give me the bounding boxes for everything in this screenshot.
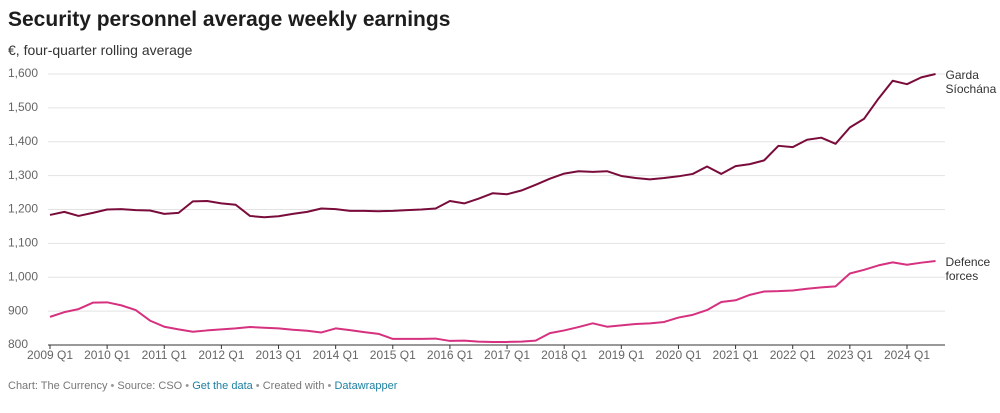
x-tick-label: 2023 Q1 <box>827 348 873 362</box>
get-data-link[interactable]: Get the data <box>182 380 253 392</box>
chart: 800 900 1,000 1,100 1,200 1,300 1,400 1,500 1,60… <box>8 66 945 362</box>
line-series <box>49 259 936 343</box>
x-tick-label: 2011 Q1 <box>142 348 187 362</box>
y-tick-label: 1,600 <box>8 66 38 80</box>
y-tick-label: 1,300 <box>8 168 38 182</box>
y-tick-label: 900 <box>8 303 28 317</box>
x-tick-label: 2024 Q1 <box>884 348 930 362</box>
y-tick-label: 1,200 <box>8 202 38 216</box>
x-tick-label: 2021 Q1 <box>713 348 759 362</box>
source: Source: CSO <box>107 380 182 392</box>
series-label: Defence forces <box>945 254 991 283</box>
created-with: Created with Datawrapper <box>253 380 398 392</box>
x-tick-label: 2009 Q1 <box>27 348 73 362</box>
line-series <box>49 73 936 219</box>
x-tick-label: 2015 Q1 <box>370 348 416 362</box>
created-with-text: Created with <box>262 380 325 392</box>
x-tick-label: 2016 Q1 <box>427 348 473 362</box>
tool-link[interactable]: Datawrapper <box>328 380 398 392</box>
x-tick-label: 2020 Q1 <box>655 348 701 362</box>
y-tick-label: 800 <box>8 337 28 351</box>
footer: Chart: The CurrencySource: CSOGet the da… <box>8 380 397 392</box>
x-tick-label: 2010 Q1 <box>84 348 130 362</box>
chart-title: Security personnel average weekly earnin… <box>8 8 451 31</box>
x-tick-label: 2017 Q1 <box>484 348 530 362</box>
credit: Chart: The Currency <box>8 380 108 392</box>
y-tick-label: 1,400 <box>8 134 38 148</box>
x-tick-label: 2014 Q1 <box>313 348 359 362</box>
x-tick-label: 2012 Q1 <box>198 348 244 362</box>
x-tick-label: 2019 Q1 <box>598 348 644 362</box>
x-tick-label: 2013 Q1 <box>256 348 302 362</box>
series-label: Garda Síochána <box>945 68 997 96</box>
y-tick-label: 1,100 <box>8 236 38 250</box>
chart-subtitle: €, four-quarter rolling average <box>8 42 193 58</box>
y-tick-label: 1,500 <box>8 100 38 114</box>
y-tick-label: 1,000 <box>8 269 38 283</box>
x-tick-label: 2018 Q1 <box>541 348 587 362</box>
x-tick-label: 2022 Q1 <box>770 348 816 362</box>
